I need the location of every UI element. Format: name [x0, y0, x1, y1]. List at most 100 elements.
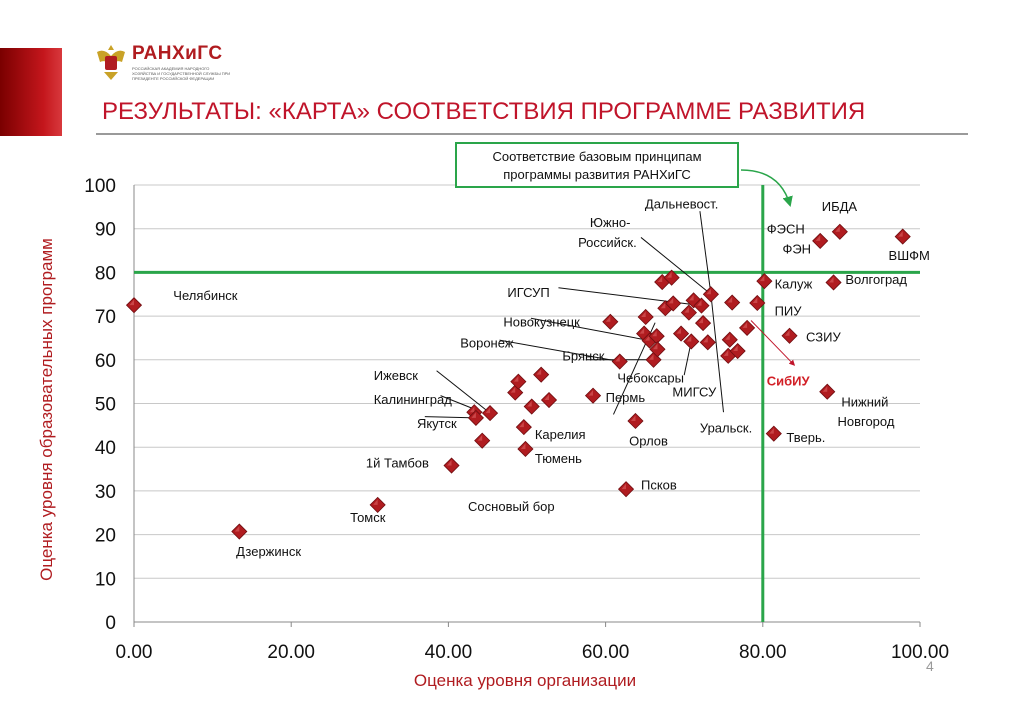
data-point-highlight: [513, 376, 519, 382]
data-point-highlight: [703, 336, 708, 343]
x-tick-label: 100.00: [891, 642, 949, 663]
data-point-highlight: [752, 297, 758, 303]
data-point-highlight: [725, 334, 730, 340]
x-tick-label: 40.00: [425, 642, 473, 663]
data-point-highlight: [536, 369, 542, 375]
data-point-highlight: [706, 288, 711, 295]
data-point-highlight: [689, 294, 694, 301]
point-label: Российск.: [578, 235, 637, 250]
point-label: 1й Тамбов: [366, 455, 429, 470]
data-point-highlight: [544, 394, 550, 401]
point-label: Уральск.: [700, 421, 752, 436]
point-label: ИГСУП: [507, 285, 549, 300]
point-label: Калуж: [775, 276, 813, 291]
point-label: СЗИУ: [806, 330, 841, 345]
data-point-highlight: [477, 435, 483, 441]
callout-line-1: Соответствие базовым принципам: [492, 149, 702, 164]
x-axis-title: Оценка уровня организации: [414, 671, 636, 690]
point-label: Томск: [350, 510, 386, 525]
point-label: Новгород: [837, 414, 894, 429]
data-point-highlight: [645, 335, 650, 341]
data-point-highlight: [667, 272, 672, 278]
x-tick-label: 20.00: [267, 642, 315, 663]
data-point-highlight: [898, 231, 903, 237]
point-label: Волгоград: [845, 272, 907, 287]
data-point-highlight: [588, 390, 594, 396]
x-tick-label: 80.00: [739, 642, 787, 663]
point-label: Челябинск: [173, 288, 237, 303]
data-point-highlight: [696, 300, 702, 306]
y-tick-label: 40: [95, 438, 116, 459]
data-point-highlight: [835, 226, 840, 232]
y-axis-title: Оценка уровня образовательных программ: [37, 238, 56, 581]
data-point-highlight: [668, 297, 674, 304]
data-point-highlight: [471, 412, 476, 418]
y-tick-label: 50: [95, 395, 116, 416]
logo-subtitle: РОССИЙСКАЯ АКАДЕМИЯ НАРОДНОГО ХОЗЯЙСТВА …: [132, 66, 231, 81]
point-label: Воронеж: [460, 335, 514, 350]
point-label: ФЭСН: [767, 222, 805, 237]
y-tick-label: 60: [95, 351, 116, 372]
data-point-highlight: [769, 428, 774, 434]
point-label: Сосновый бор: [468, 499, 555, 514]
logo: РАНХиГС РОССИЙСКАЯ АКАДЕМИЯ НАРОДНОГО ХО…: [94, 42, 234, 84]
data-point-highlight: [723, 350, 729, 356]
point-label: Брянск: [562, 348, 604, 363]
data-point-highlight: [652, 343, 658, 350]
point-label: Пермь: [606, 390, 646, 405]
data-point-highlight: [676, 328, 682, 334]
leader-line: [499, 339, 620, 363]
point-label: Псков: [641, 477, 677, 492]
point-label: Нижний: [841, 394, 888, 409]
leader-line: [436, 370, 491, 414]
data-point-highlight: [234, 526, 240, 532]
leader-line: [699, 211, 712, 295]
y-tick-label: 20: [95, 526, 116, 547]
data-point-highlight: [639, 328, 645, 334]
data-point-highlight: [447, 460, 452, 466]
leader-line: [710, 294, 724, 413]
title-divider: [96, 133, 968, 135]
point-label: МИГСУ: [672, 384, 717, 399]
point-label: Орлов: [629, 434, 668, 449]
callout-box: Соответствие базовым принципам программы…: [455, 142, 739, 188]
data-point-highlight: [759, 275, 765, 282]
data-point-highlight: [519, 421, 524, 428]
point-label: СибИУ: [767, 373, 811, 388]
data-point-highlight: [485, 407, 491, 414]
y-tick-label: 80: [95, 263, 116, 284]
point-label: Дальневост.: [645, 196, 718, 211]
point-label: Ижевск: [374, 368, 419, 383]
leader-line: [640, 237, 712, 295]
y-tick-label: 90: [95, 220, 116, 241]
data-point-highlight: [785, 330, 790, 336]
point-label: Карелия: [535, 427, 586, 442]
data-point-highlight: [742, 322, 748, 328]
data-point-highlight: [652, 330, 657, 337]
data-point-highlight: [621, 483, 627, 490]
data-point-highlight: [129, 299, 134, 306]
data-point-highlight: [649, 354, 654, 360]
data-point-highlight: [684, 307, 689, 313]
leader-line: [530, 317, 650, 342]
data-point-highlight: [698, 317, 704, 324]
logo-title: РАНХиГС: [132, 43, 223, 64]
leader-line: [424, 416, 476, 419]
x-tick-label: 60.00: [582, 642, 630, 663]
point-label: Тюмень: [535, 451, 582, 466]
y-tick-label: 30: [95, 482, 116, 503]
eagle-emblem-icon: [97, 45, 125, 80]
data-point-highlight: [657, 276, 663, 283]
data-point-highlight: [641, 311, 646, 317]
data-point-highlight: [605, 316, 611, 322]
page-number: 4: [926, 658, 934, 674]
data-point-highlight: [469, 406, 475, 413]
data-point-highlight: [829, 276, 834, 283]
callout-arrow: [740, 169, 793, 208]
data-point-highlight: [520, 443, 526, 449]
point-label: Дзержинск: [236, 544, 301, 559]
callout-line-2: программы развития РАНХиГС: [503, 167, 691, 182]
x-tick-label: 0.00: [116, 642, 153, 663]
point-label: Чебоксары: [617, 370, 684, 385]
